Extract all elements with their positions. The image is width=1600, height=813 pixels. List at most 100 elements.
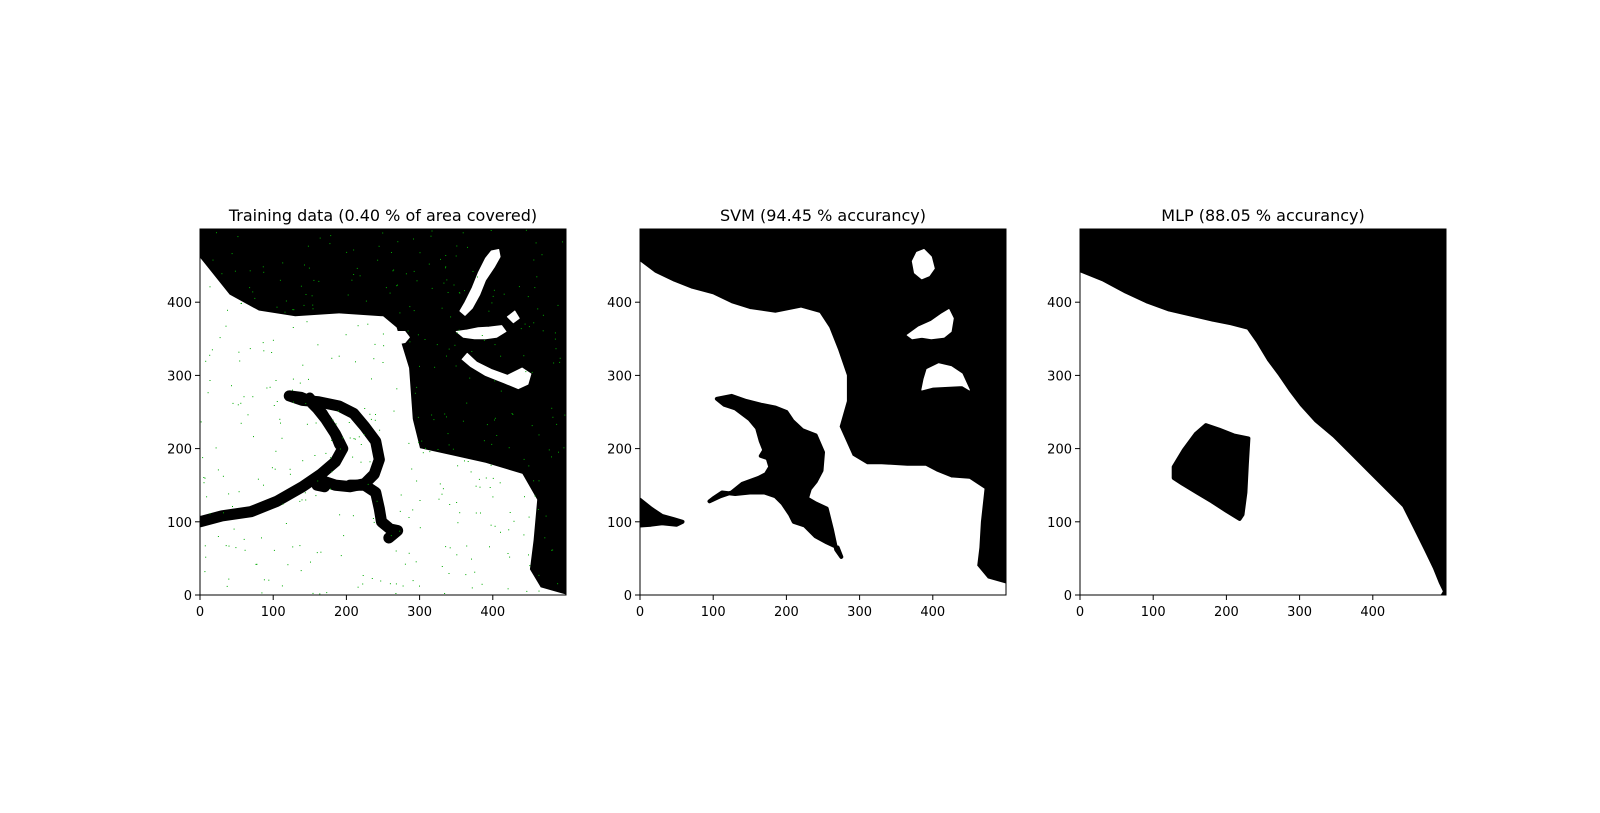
sample-point xyxy=(347,294,349,296)
axes-frame xyxy=(1079,228,1447,596)
sample-point xyxy=(492,295,494,297)
sample-point xyxy=(492,496,494,498)
sample-point xyxy=(357,325,359,327)
sample-point xyxy=(273,405,275,406)
panel-title: SVM (94.45 % accurancy) xyxy=(720,206,926,225)
sample-point xyxy=(345,334,347,336)
sample-point xyxy=(204,477,206,479)
sample-point xyxy=(383,345,385,347)
sample-point xyxy=(369,461,371,463)
sample-point xyxy=(489,487,491,488)
sample-point xyxy=(491,302,493,304)
sample-point xyxy=(292,309,294,311)
class-region-white-3 xyxy=(906,309,954,340)
sample-point xyxy=(212,259,214,261)
sample-point xyxy=(293,401,294,403)
y-tick-label: 300 xyxy=(167,369,192,384)
sample-point xyxy=(493,289,495,291)
sample-point xyxy=(306,321,308,323)
sample-point xyxy=(556,423,558,425)
x-tick-label: 400 xyxy=(920,605,945,620)
sample-point xyxy=(349,437,351,439)
sample-point xyxy=(292,378,294,380)
sample-point xyxy=(496,435,498,436)
sample-point xyxy=(262,342,264,344)
sample-points xyxy=(200,229,566,595)
sample-point xyxy=(467,246,468,248)
sample-point xyxy=(223,512,224,514)
sample-point xyxy=(441,566,443,567)
sample-point xyxy=(494,380,496,382)
sample-point xyxy=(466,402,468,404)
y-tick-label: 400 xyxy=(1047,296,1072,311)
sample-point xyxy=(412,509,414,511)
sample-point xyxy=(523,458,525,460)
sample-point xyxy=(528,554,529,556)
sample-point xyxy=(416,280,418,282)
y-tick-label: 0 xyxy=(1064,589,1072,604)
sample-point xyxy=(471,587,473,589)
sample-point xyxy=(320,551,322,553)
sample-point xyxy=(276,306,278,308)
sample-point xyxy=(262,266,264,268)
sample-point xyxy=(552,416,554,418)
sample-point xyxy=(304,492,306,494)
sample-point xyxy=(365,300,367,302)
sample-point xyxy=(356,267,358,269)
sample-point xyxy=(325,452,327,454)
sample-point xyxy=(318,280,320,282)
sample-point xyxy=(317,480,319,482)
sample-point xyxy=(395,593,397,594)
sample-point xyxy=(304,264,305,266)
x-tick-label: 0 xyxy=(196,605,204,620)
x-tick-label: 100 xyxy=(701,605,726,620)
sample-point xyxy=(396,388,398,390)
sample-point xyxy=(483,339,485,341)
x-tick-label: 100 xyxy=(261,605,286,620)
sample-point xyxy=(419,252,421,254)
x-tick-label: 0 xyxy=(1076,605,1084,620)
sample-point xyxy=(313,279,315,281)
y-tick-label: 200 xyxy=(1047,443,1072,458)
sample-point xyxy=(542,314,544,316)
sample-point xyxy=(417,334,419,336)
sample-point xyxy=(445,266,447,268)
sample-point xyxy=(478,478,480,480)
sample-point xyxy=(491,443,493,445)
sample-point xyxy=(413,270,415,272)
sample-point xyxy=(238,351,240,353)
sample-point xyxy=(525,229,527,231)
sample-point xyxy=(526,590,528,592)
sample-point xyxy=(492,477,494,479)
sample-point xyxy=(416,386,418,388)
sample-point xyxy=(465,574,467,576)
sample-point xyxy=(459,512,461,514)
sample-point xyxy=(292,389,293,391)
sample-point xyxy=(494,419,495,421)
sample-point xyxy=(527,296,529,298)
sample-point xyxy=(205,556,207,558)
sample-point xyxy=(225,545,227,547)
sample-point xyxy=(203,477,205,478)
plot-area xyxy=(200,229,566,595)
sample-point xyxy=(340,555,342,557)
sample-point xyxy=(293,309,295,311)
x-tick-label: 300 xyxy=(1287,605,1312,620)
sample-point xyxy=(331,439,333,441)
sample-point xyxy=(382,362,384,363)
sample-point xyxy=(374,343,376,345)
sample-point xyxy=(319,593,321,595)
sample-point xyxy=(512,414,514,415)
sample-point xyxy=(533,480,535,482)
sample-point xyxy=(399,312,401,314)
sample-point xyxy=(531,425,533,427)
sample-point xyxy=(407,330,409,332)
sample-point xyxy=(544,537,546,539)
sample-point xyxy=(457,522,459,524)
sample-point xyxy=(441,493,443,495)
sample-point xyxy=(329,243,331,245)
sample-point xyxy=(232,506,233,507)
sample-point xyxy=(557,583,559,585)
sample-point xyxy=(488,310,490,312)
sample-point xyxy=(441,307,443,309)
